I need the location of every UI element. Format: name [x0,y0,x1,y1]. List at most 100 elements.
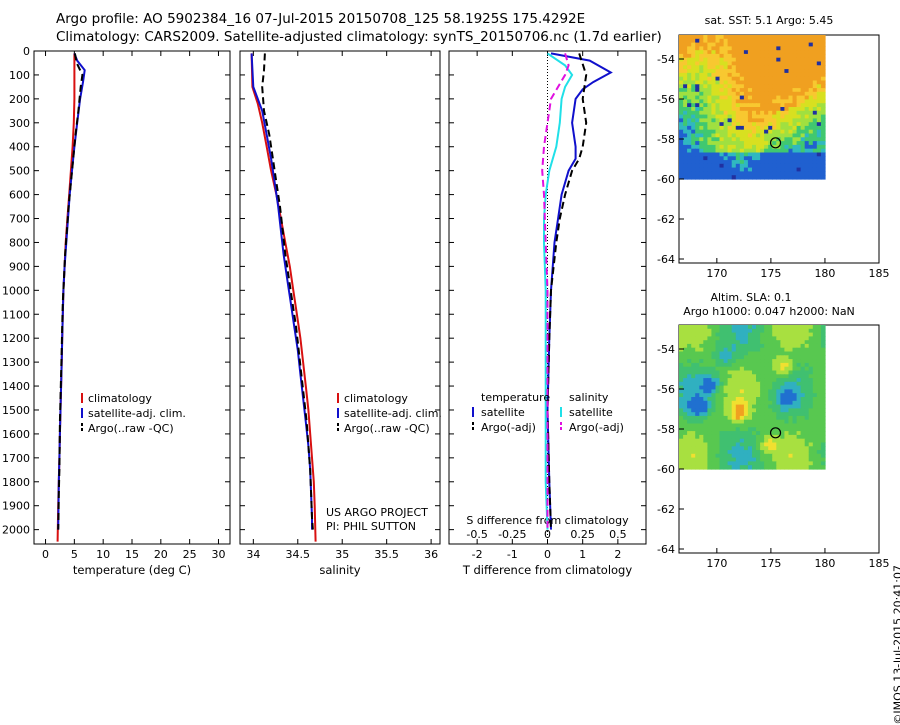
sla_map-cell [780,355,786,360]
sla_map-cell [780,325,786,330]
sst_map-cell [719,88,725,93]
sla_map-cell [816,362,822,368]
sst_map-cell [764,163,769,169]
sla_map-cell [707,404,713,409]
sst_map-cell [695,144,700,150]
sst_map-cell [695,91,700,97]
sst_map-cell [752,42,757,47]
sst_map-cell [752,72,757,78]
sst_map-cell [808,107,814,112]
sst_map-cell [707,95,713,100]
sla_map-cell [727,393,733,398]
sla_map-cell [691,431,696,436]
sla_map-cell [727,450,733,455]
sla_map-cell [703,465,708,470]
sla_map-cell [764,442,769,447]
sst_map-cell [739,69,745,74]
sla_map-cell [764,370,769,375]
sst_map-cell [679,91,684,97]
sst_map-cell [776,156,781,161]
sla_map-cell [703,442,708,447]
sla_map-cell [752,461,757,466]
sst_map-cell [691,125,696,131]
sla_map-cell [788,434,794,440]
sla_map-cell [707,370,713,375]
temperature-xtick-label: 10 [96,548,110,561]
sst_map-cell [796,125,802,131]
sst_map-cell [780,137,786,142]
sla_map-cell [788,362,794,368]
sla_map-cell [691,412,696,417]
sla_map-cell [715,325,721,330]
sla_map-cell [699,419,704,425]
salinity-annotation: PI: PHIL SUTTON [326,520,416,533]
sla_map-cell [739,457,745,462]
sla_map-cell [687,359,692,364]
sla_map-cell [691,457,696,462]
sst_map-cell [699,103,704,108]
sst_map-cell [792,46,798,51]
sst_map-cell [727,133,733,138]
difference-legend-entry: satellite [569,406,613,419]
sst_map-cell [796,114,802,119]
temperature-xtick-label: 0 [42,548,49,561]
sst_map-cell [687,129,692,135]
sla_map-cell [727,378,733,383]
sst_map-cell [683,137,688,142]
sst_map-cell [715,175,721,180]
sst_map-cell [800,171,806,176]
sst_map-cell [735,175,741,180]
sla_map-cell [683,385,688,390]
sst_map-cell [743,137,749,142]
sst_map-cell [804,175,810,180]
sst_map-cell [788,103,794,108]
sla_map-cell [804,347,810,353]
sst_map-cell [743,42,749,47]
sla_map-cell [772,393,777,398]
sst_map-cell [812,91,818,97]
sst_map-cell [707,80,713,85]
sla_map-cell [760,385,765,390]
sst_map-cell [743,80,749,85]
sla_map-cell [735,325,741,330]
sst_map-cell [804,38,810,44]
sst_map-cell [695,118,700,123]
sst_map-cell [719,72,725,78]
sst_map-cell [768,103,773,108]
sst_map-cell [820,69,826,74]
sla_map-cell [792,415,798,421]
sla_map-cell [747,423,753,428]
sla_map-cell [743,427,749,432]
sst_map-cell [735,61,741,66]
sst_map-cell [768,133,773,138]
sst_map-cell [695,57,700,63]
sla_map-cell [820,340,826,345]
sla_map-cell [707,347,713,353]
sst_map-cell [731,125,737,131]
difference-legend-group-title: temperature [481,391,550,404]
sla_map-cell [731,431,737,436]
sst_map-cell [784,122,790,127]
sla_map-cell [808,431,814,436]
sst_map-cell [816,171,822,176]
sst_map-cell [683,42,688,47]
sst_map-cell [735,46,741,51]
salinity-annotation: US ARGO PROJECT [326,506,428,519]
sst_map-cell [691,167,696,172]
sla_map-cell [808,355,814,360]
sla_map-cell [772,431,777,436]
sla_map-cell [764,438,769,444]
sla_map-cell [687,362,692,368]
sla_map-cell [711,400,717,406]
sla_map-cell [683,457,688,462]
sla_map-cell [768,461,773,466]
sla_map-cell [796,427,802,432]
sla_map-cell [792,389,798,394]
salinity-series-argo-raw-qc- [261,53,314,530]
sla_map-cell [743,325,749,330]
sla_map-cell [727,385,733,390]
sla_map-cell [699,427,704,432]
sla_map-cell [784,378,790,383]
sst_map-cell [804,50,810,55]
sla_map-cell [772,355,777,360]
